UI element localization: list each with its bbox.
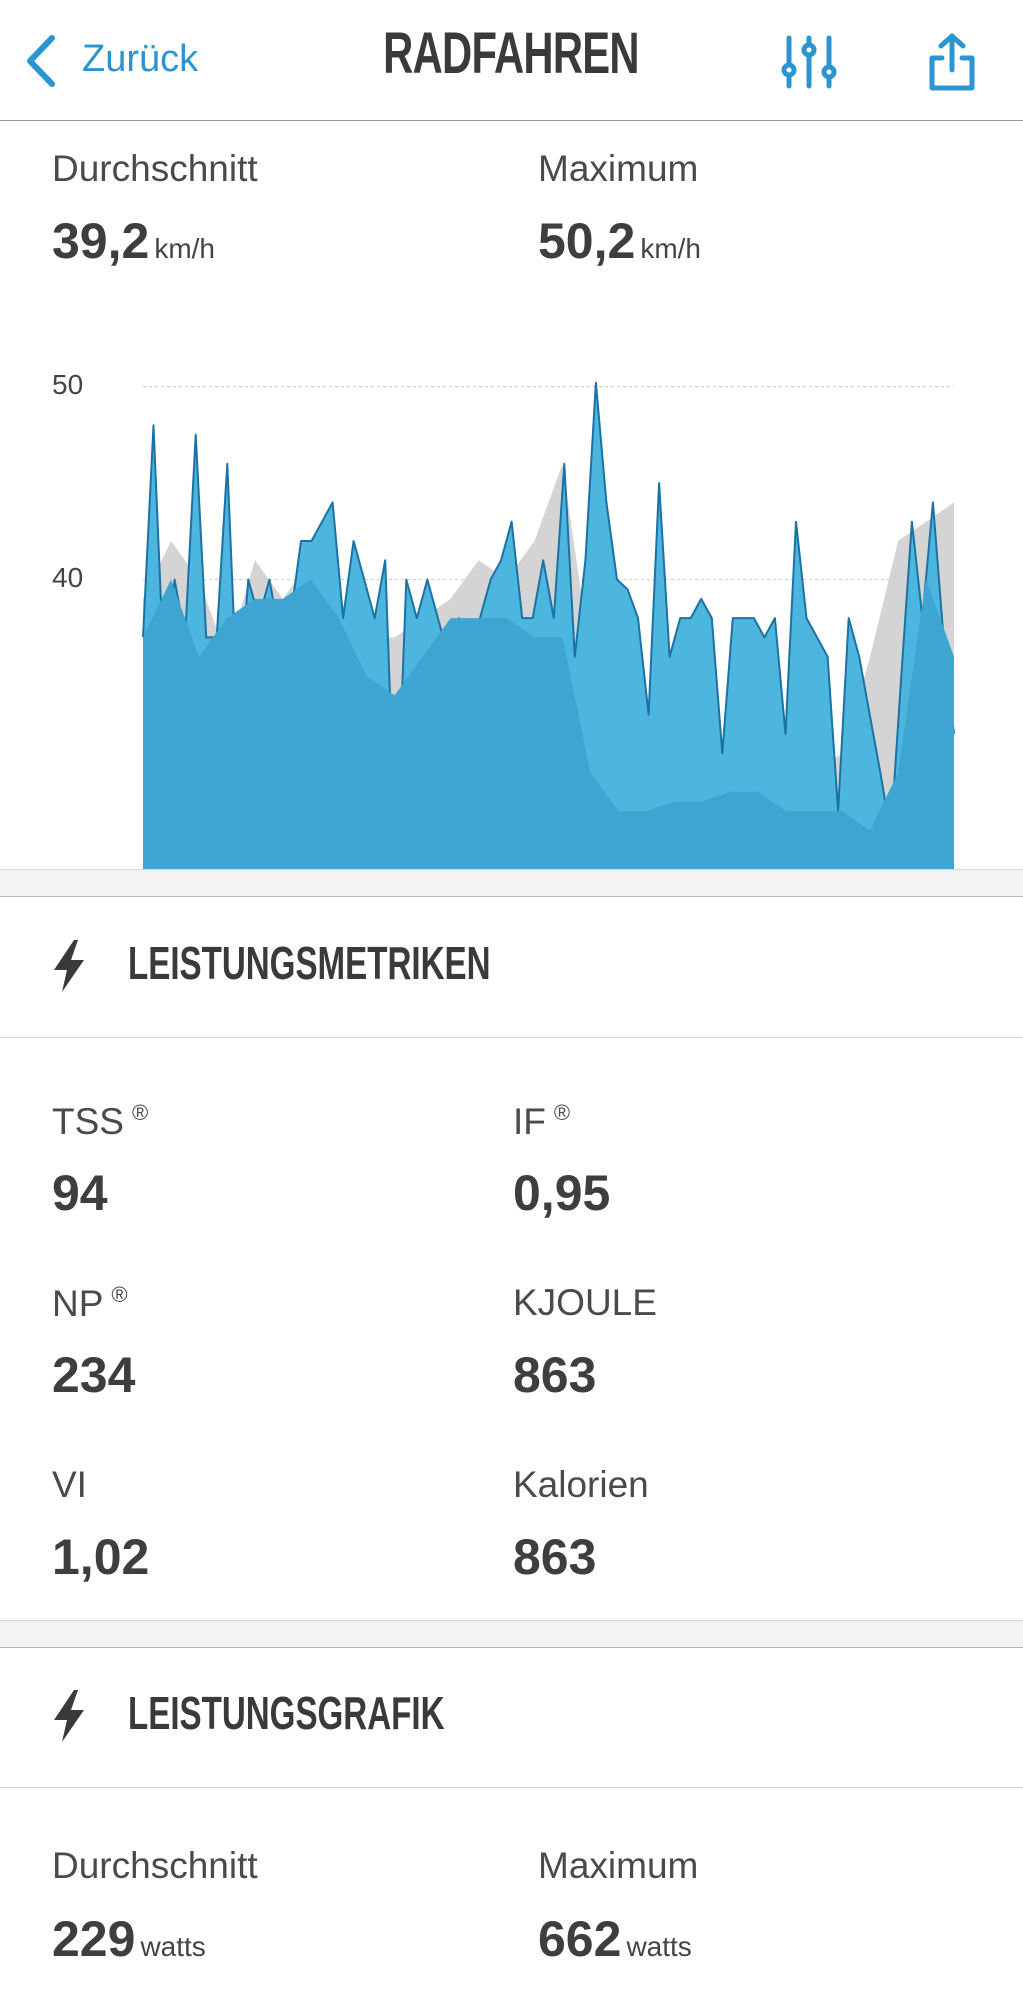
speed-area	[143, 579, 954, 869]
page-title: RADFAHREN	[383, 21, 639, 86]
back-icon[interactable]	[20, 34, 60, 88]
metric-value: 863	[513, 1529, 597, 1585]
metric-label: KJOULE	[513, 1282, 657, 1324]
metric-label: IF ®	[513, 1100, 570, 1143]
value: 39,2	[52, 213, 150, 269]
section-title: LEISTUNGSMETRIKEN	[128, 937, 491, 989]
section-gap	[0, 869, 1023, 897]
registered-mark: ®	[131, 1100, 149, 1125]
back-button[interactable]: Zurück	[82, 38, 199, 80]
metric-label: VI	[52, 1464, 87, 1506]
metric-value: 863	[513, 1347, 597, 1403]
section-title: LEISTUNGSGRAFIK	[128, 1687, 445, 1739]
power-maximum-value: 662 watts	[538, 1910, 692, 1968]
metric-label: TSS ®	[52, 1100, 148, 1143]
label-text: TSS	[52, 1101, 124, 1142]
metric-label: NP ®	[52, 1282, 128, 1325]
unit: watts	[626, 1931, 692, 1962]
label-text: Kalorien	[513, 1464, 649, 1505]
power-average-value: 229 watts	[52, 1910, 206, 1968]
section-divider	[0, 1037, 1023, 1038]
header-divider	[0, 120, 1023, 121]
registered-mark: ®	[553, 1100, 571, 1125]
unit: km/h	[154, 233, 216, 264]
unit: km/h	[640, 233, 702, 264]
section-divider	[0, 1787, 1023, 1788]
value: 50,2	[538, 213, 636, 269]
section-gap	[0, 1620, 1023, 1648]
power-average-label: Durchschnitt	[52, 1845, 258, 1886]
label-text: IF	[513, 1101, 546, 1142]
y-tick-label: 50	[52, 369, 83, 400]
power-maximum-label: Maximum	[538, 1845, 699, 1886]
label-text: NP	[52, 1283, 104, 1324]
registered-mark: ®	[111, 1282, 128, 1307]
speed-average-label: Durchschnitt	[52, 148, 258, 189]
metric-value: 234	[52, 1347, 136, 1403]
speed-chart: 40 50	[52, 369, 955, 869]
value: 662	[538, 1911, 622, 1967]
filter-icon[interactable]	[780, 34, 838, 90]
label-text: KJOULE	[513, 1282, 657, 1323]
metric-value: 0,95	[513, 1165, 611, 1221]
speed-average-value: 39,2 km/h	[52, 212, 215, 270]
value: 229	[52, 1911, 136, 1967]
metric-value: 94	[52, 1165, 108, 1221]
share-icon[interactable]	[928, 32, 976, 92]
metric-label: Kalorien	[513, 1464, 649, 1506]
metric-value: 1,02	[52, 1529, 150, 1585]
speed-maximum-value: 50,2 km/h	[538, 212, 701, 270]
lightning-icon	[54, 940, 84, 992]
label-text: VI	[52, 1464, 87, 1505]
speed-maximum-label: Maximum	[538, 148, 699, 189]
y-tick-label: 40	[52, 562, 83, 593]
unit: watts	[140, 1931, 206, 1962]
lightning-icon	[54, 1690, 84, 1742]
